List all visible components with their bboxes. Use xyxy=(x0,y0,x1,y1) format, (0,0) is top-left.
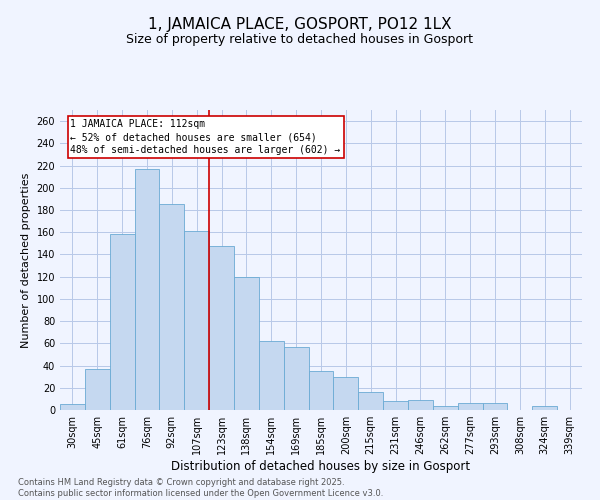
Bar xyxy=(85,369,110,410)
Bar xyxy=(209,246,234,410)
Bar xyxy=(259,341,284,410)
Bar xyxy=(532,406,557,410)
Bar xyxy=(184,231,209,410)
Y-axis label: Number of detached properties: Number of detached properties xyxy=(21,172,31,348)
Text: Size of property relative to detached houses in Gosport: Size of property relative to detached ho… xyxy=(127,32,473,46)
Bar xyxy=(433,406,458,410)
Text: Contains HM Land Registry data © Crown copyright and database right 2025.
Contai: Contains HM Land Registry data © Crown c… xyxy=(18,478,383,498)
Bar xyxy=(110,234,134,410)
Bar xyxy=(160,204,184,410)
Bar xyxy=(458,404,482,410)
Bar xyxy=(383,401,408,410)
Bar xyxy=(308,371,334,410)
Bar xyxy=(358,392,383,410)
Bar xyxy=(134,169,160,410)
Bar xyxy=(234,276,259,410)
Text: 1, JAMAICA PLACE, GOSPORT, PO12 1LX: 1, JAMAICA PLACE, GOSPORT, PO12 1LX xyxy=(148,18,452,32)
Bar xyxy=(482,404,508,410)
Bar xyxy=(334,376,358,410)
Bar xyxy=(60,404,85,410)
Bar xyxy=(408,400,433,410)
X-axis label: Distribution of detached houses by size in Gosport: Distribution of detached houses by size … xyxy=(172,460,470,473)
Text: 1 JAMAICA PLACE: 112sqm
← 52% of detached houses are smaller (654)
48% of semi-d: 1 JAMAICA PLACE: 112sqm ← 52% of detache… xyxy=(70,119,341,156)
Bar xyxy=(284,346,308,410)
